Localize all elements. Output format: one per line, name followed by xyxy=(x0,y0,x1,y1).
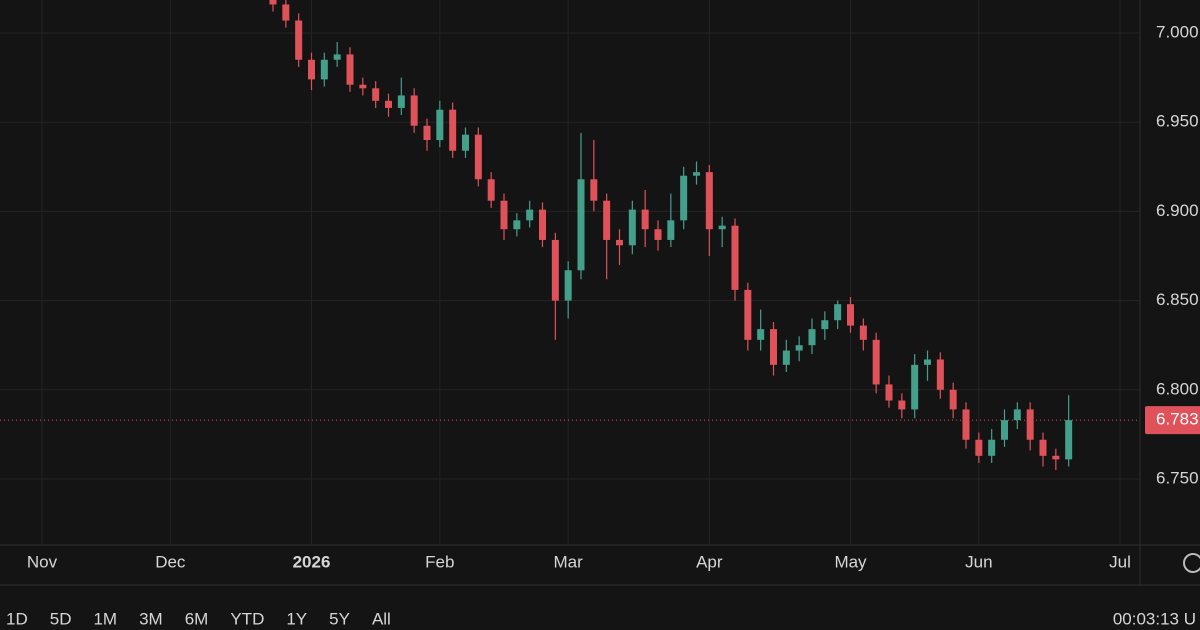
y-tick-label: 6.900 xyxy=(1156,201,1199,220)
candle-body xyxy=(564,270,572,301)
candle-body xyxy=(551,239,559,301)
candle-body xyxy=(1001,420,1008,440)
x-tick-label: Feb xyxy=(425,552,454,571)
candle-body xyxy=(847,304,854,326)
y-tick-label: 6.950 xyxy=(1156,112,1199,131)
range-button[interactable]: 5Y xyxy=(329,609,350,628)
candle-body xyxy=(269,0,277,5)
candle-body xyxy=(628,209,636,246)
candle-body xyxy=(821,320,829,330)
range-button[interactable]: 1M xyxy=(93,609,117,628)
candle-body xyxy=(308,59,315,80)
candle-body xyxy=(474,134,482,180)
candle-body xyxy=(1026,409,1034,440)
candle-body xyxy=(603,200,611,240)
candle-body xyxy=(667,220,675,240)
candle-body xyxy=(911,364,919,410)
last-price-label: 6.783 xyxy=(1156,410,1199,429)
candle-body xyxy=(641,209,649,230)
candle-body xyxy=(859,325,867,340)
candle-body xyxy=(1013,409,1021,421)
clock: 00:03:13 U xyxy=(1113,609,1196,628)
candle-body xyxy=(526,209,534,221)
candle-body xyxy=(590,179,598,201)
candle-body xyxy=(962,409,970,440)
y-tick-label: 6.800 xyxy=(1156,379,1199,398)
candle-body xyxy=(539,209,546,240)
x-tick-label: Jul xyxy=(1109,552,1131,571)
candle-body xyxy=(282,4,290,21)
candle-body xyxy=(616,239,623,246)
y-tick-label: 7.000 xyxy=(1156,22,1199,41)
x-tick-label: Apr xyxy=(696,552,723,571)
settings-icon[interactable] xyxy=(1183,553,1200,573)
candle-body xyxy=(782,350,790,365)
candle-body xyxy=(385,100,392,108)
candle-body xyxy=(423,125,431,141)
candle-body xyxy=(295,20,303,60)
candle-body xyxy=(949,389,957,410)
range-button[interactable]: All xyxy=(372,609,391,628)
candle-body xyxy=(346,54,354,85)
candle-body xyxy=(718,225,726,230)
candle-body xyxy=(731,225,739,290)
candle-body xyxy=(872,339,880,385)
candle-body xyxy=(770,329,777,365)
candle-body xyxy=(1039,439,1047,456)
x-tick-label: Mar xyxy=(554,552,584,571)
labels: 6.750 6.800 6.850 6.900 6.950 7.000 Nov Dec 2026… xyxy=(27,22,1200,571)
candle-body xyxy=(988,439,996,456)
x-tick-label: 2026 xyxy=(293,552,331,571)
last-price-tag xyxy=(1145,406,1200,435)
candle-body xyxy=(795,345,803,351)
candle-body xyxy=(885,384,893,401)
candle-body xyxy=(693,172,700,176)
candle-body xyxy=(1065,420,1073,460)
candle-body xyxy=(436,109,444,141)
candle-body xyxy=(898,400,906,410)
candle-body xyxy=(975,439,983,456)
y-tick-label: 6.850 xyxy=(1156,290,1199,309)
candle-body xyxy=(936,359,944,390)
candle-body xyxy=(487,179,495,201)
candles xyxy=(269,0,1073,471)
candle-body xyxy=(680,175,688,221)
candle-body xyxy=(333,54,341,60)
candle-body xyxy=(808,329,816,346)
candle-body xyxy=(359,84,367,89)
candle-body xyxy=(757,329,765,340)
candle-body xyxy=(500,200,508,230)
candle-body xyxy=(513,220,521,230)
range-button[interactable]: 1D xyxy=(6,609,28,628)
x-tick-label: Nov xyxy=(27,552,58,571)
range-button[interactable]: 3M xyxy=(139,609,163,628)
range-button[interactable]: 6M xyxy=(185,609,209,628)
x-tick-label: Jun xyxy=(965,552,992,571)
candle-body xyxy=(1052,455,1060,460)
range-button[interactable]: 1Y xyxy=(286,609,307,628)
x-tick-label: May xyxy=(834,552,867,571)
candle-body xyxy=(462,134,469,151)
candle-body xyxy=(577,179,585,271)
candle-body xyxy=(397,95,405,108)
candle-body xyxy=(654,229,662,240)
candle-body xyxy=(924,359,931,365)
candle-body xyxy=(744,289,752,340)
candle-body xyxy=(449,109,457,151)
candle-body xyxy=(372,88,380,101)
candle-body xyxy=(705,172,713,230)
candle-body xyxy=(320,59,328,80)
range-button[interactable]: 5D xyxy=(50,609,72,628)
candle-body xyxy=(834,304,842,321)
y-tick-label: 6.750 xyxy=(1156,468,1199,487)
candle-body xyxy=(410,95,418,126)
range-button[interactable]: YTD xyxy=(230,609,264,628)
x-tick-label: Dec xyxy=(155,552,186,571)
